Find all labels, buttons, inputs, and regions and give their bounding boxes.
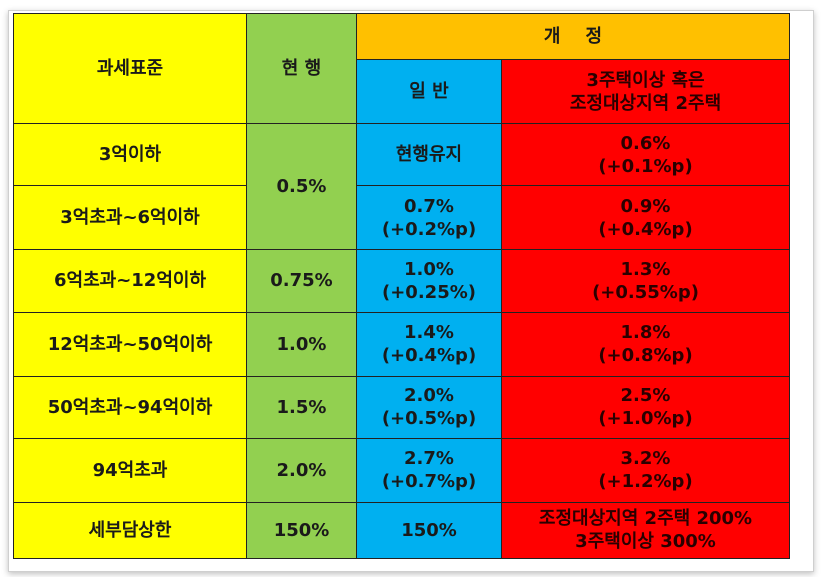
row-multi-line1: 0.6% <box>620 132 671 154</box>
row-multi-line2: (+0.4%p) <box>598 218 693 240</box>
row-multi-line2: (+0.1%p) <box>598 155 693 177</box>
row-general-line1: 2.7% <box>404 448 454 470</box>
row-general-line1: 1.4% <box>404 322 454 344</box>
row-standard: 3억이하 <box>13 123 247 187</box>
row-multi-line2: (+0.8%p) <box>598 345 693 367</box>
row-current: 2.0% <box>246 437 357 503</box>
row-multi-line2: (+1.2%p) <box>598 471 693 493</box>
row-general-line2: (+0.2%p) <box>381 218 477 240</box>
row-general: 150% <box>356 501 502 560</box>
header-multi-house-line1: 3주택이상 혹은 <box>586 69 705 91</box>
row-multi-line2: 3주택이상 300% <box>575 531 716 553</box>
row-multi-house: 2.5% (+1.0%p) <box>501 375 790 439</box>
row-standard: 12억초과~50억이하 <box>13 311 247 377</box>
row-multi-house: 0.6% (+0.1%p) <box>501 123 790 187</box>
header-general: 일 반 <box>356 59 502 125</box>
row-general-line2: (+0.5%p) <box>381 408 477 430</box>
row-multi-house: 0.9% (+0.4%p) <box>501 185 790 251</box>
row-current-merged: 0.5% <box>246 123 357 251</box>
row-current: 1.0% <box>246 311 357 377</box>
row-general-line1: 1.0% <box>404 258 454 280</box>
row-general: 0.7% (+0.2%p) <box>356 185 502 251</box>
row-general-line2: (+0.7%p) <box>381 471 477 493</box>
row-general: 현행유지 <box>356 123 502 187</box>
row-general-line2: (+0.4%p) <box>381 345 477 367</box>
row-current: 150% <box>246 501 357 560</box>
row-general: 1.4% (+0.4%p) <box>356 311 502 377</box>
row-general: 1.0% (+0.25%) <box>356 249 502 313</box>
row-multi-line1: 3.2% <box>620 448 671 470</box>
row-multi-house: 1.3% (+0.55%p) <box>501 249 790 313</box>
row-multi-line1: 0.9% <box>620 195 671 217</box>
row-current: 1.5% <box>246 375 357 439</box>
property-tax-rate-table: 과세표준 현 행 개 정 일 반 3주택이상 혹은 조정대상지역 2주택 3억이… <box>13 12 790 560</box>
row-multi-line2: (+1.0%p) <box>598 408 693 430</box>
row-multi-house: 3.2% (+1.2%p) <box>501 437 790 503</box>
row-general: 2.0% (+0.5%p) <box>356 375 502 439</box>
row-general-line2: (+0.25%) <box>382 281 476 303</box>
row-current: 0.75% <box>246 249 357 313</box>
row-multi-line1: 1.3% <box>620 258 671 280</box>
row-multi-line1: 조정대상지역 2주택 200% <box>538 508 753 530</box>
row-standard: 94억초과 <box>13 437 247 503</box>
header-current: 현 행 <box>246 12 357 125</box>
row-general-line1: 0.7% <box>404 195 454 217</box>
row-standard: 3억초과~6억이하 <box>13 185 247 251</box>
header-multi-house-line2: 조정대상지역 2주택 <box>569 92 722 114</box>
row-multi-house: 조정대상지역 2주택 200% 3주택이상 300% <box>501 501 790 560</box>
row-general: 2.7% (+0.7%p) <box>356 437 502 503</box>
header-revision: 개 정 <box>356 12 790 61</box>
row-multi-house: 1.8% (+0.8%p) <box>501 311 790 377</box>
row-multi-line1: 2.5% <box>620 385 671 407</box>
row-general-line1: 2.0% <box>404 385 454 407</box>
row-multi-line1: 1.8% <box>620 322 671 344</box>
row-standard: 50억초과~94억이하 <box>13 375 247 439</box>
row-multi-line2: (+0.55%p) <box>592 281 699 303</box>
header-standard: 과세표준 <box>13 12 247 125</box>
row-standard: 6억초과~12억이하 <box>13 249 247 313</box>
header-multi-house: 3주택이상 혹은 조정대상지역 2주택 <box>501 59 790 125</box>
row-standard: 세부담상한 <box>13 501 247 560</box>
